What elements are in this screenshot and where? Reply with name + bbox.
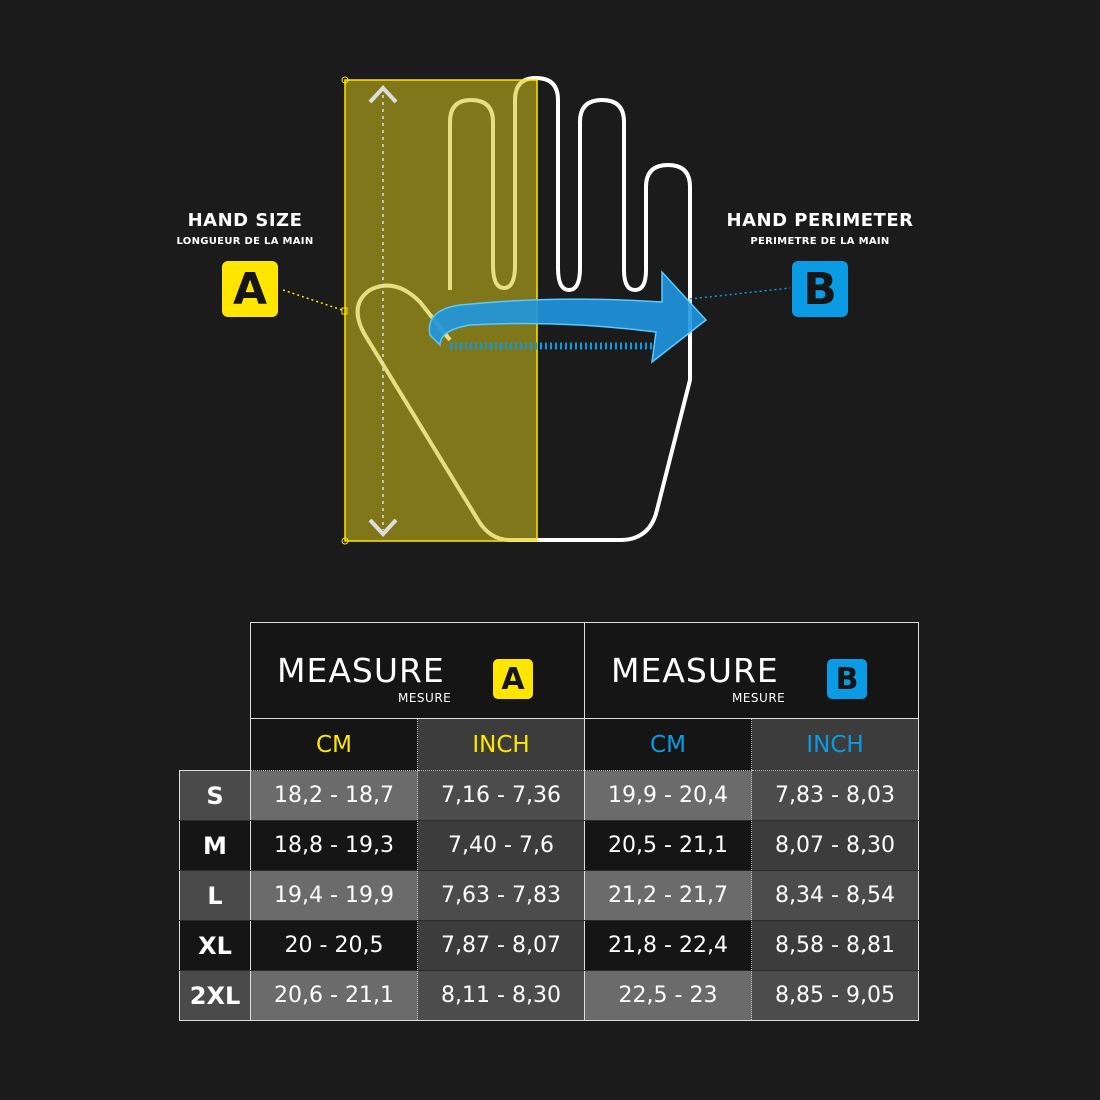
table-cell: 8,58 - 8,81 — [751, 920, 919, 971]
size-table: MEASURE MESURE A MEASURE MESURE B CM INC… — [179, 622, 919, 1021]
table-cell: 20,6 - 21,1 — [250, 970, 418, 1021]
size-label: 2XL — [179, 970, 251, 1021]
hand-perimeter-subtitle: PERIMETRE DE LA MAIN — [750, 236, 890, 247]
table-cell: 8,34 - 8,54 — [751, 870, 919, 921]
measure-a-header: MEASURE MESURE A — [250, 622, 585, 719]
measure-b-badge: B — [827, 659, 867, 699]
hand-size-subtitle: LONGUEUR DE LA MAIN — [176, 236, 314, 247]
unit-header: INCH — [417, 718, 585, 771]
arrow-down-icon — [368, 518, 398, 537]
unit-header: CM — [584, 718, 752, 771]
hand-diagram — [282, 76, 791, 545]
badge-a: A — [222, 261, 278, 317]
table-cell: 18,8 - 19,3 — [250, 820, 418, 871]
table-cell: 22,5 - 23 — [584, 970, 752, 1021]
table-cell: 7,63 - 7,83 — [417, 870, 585, 921]
table-row: L 19,4 - 19,9 7,63 - 7,83 21,2 - 21,7 8,34 -… — [179, 870, 919, 921]
hand-size-title: HAND SIZE — [187, 210, 303, 231]
table-cell: 8,11 - 8,30 — [417, 970, 585, 1021]
table-cell: 18,2 - 18,7 — [250, 770, 418, 821]
table-cell: 20 - 20,5 — [250, 920, 418, 971]
table-row: XL 20 - 20,5 7,87 - 8,07 21,8 - 22,4 8,58 - … — [179, 920, 919, 971]
table-cell: 21,8 - 22,4 — [584, 920, 752, 971]
perimeter-arrow — [428, 270, 708, 364]
badge-b: B — [792, 261, 848, 317]
measure-b-header: MEASURE MESURE B — [584, 622, 919, 719]
table-cell: 21,2 - 21,7 — [584, 870, 752, 921]
table-cell: 7,87 - 8,07 — [417, 920, 585, 971]
size-label: S — [179, 770, 251, 821]
measure-b-subtitle: MESURE — [732, 691, 786, 705]
table-cell: 19,9 - 20,4 — [584, 770, 752, 821]
table-cell: 7,40 - 7,6 — [417, 820, 585, 871]
arrow-up-icon — [368, 85, 398, 104]
table-cell: 8,85 - 9,05 — [751, 970, 919, 1021]
size-label: L — [179, 870, 251, 921]
size-label: M — [179, 820, 251, 871]
table-cell: 20,5 - 21,1 — [584, 820, 752, 871]
hand-perimeter-title: HAND PERIMETER — [726, 210, 914, 231]
table-cell: 8,07 - 8,30 — [751, 820, 919, 871]
table-row: S 18,2 - 18,7 7,16 - 7,36 19,9 - 20,4 7,83 -… — [179, 770, 919, 821]
unit-header: CM — [250, 718, 418, 771]
measure-a-subtitle: MESURE — [398, 691, 452, 705]
measure-a-title: MEASURE — [277, 651, 445, 690]
table-cell: 7,83 - 8,03 — [751, 770, 919, 821]
measure-b-title: MEASURE — [611, 651, 779, 690]
size-label: XL — [179, 920, 251, 971]
measure-a-badge: A — [493, 659, 533, 699]
table-cell: 19,4 - 19,9 — [250, 870, 418, 921]
table-row: 2XL 20,6 - 21,1 8,11 - 8,30 22,5 - 23 8,85 -… — [179, 970, 919, 1021]
table-cell: 7,16 - 7,36 — [417, 770, 585, 821]
table-row: M 18,8 - 19,3 7,40 - 7,6 20,5 - 21,1 8,07 - … — [179, 820, 919, 871]
unit-header: INCH — [751, 718, 919, 771]
